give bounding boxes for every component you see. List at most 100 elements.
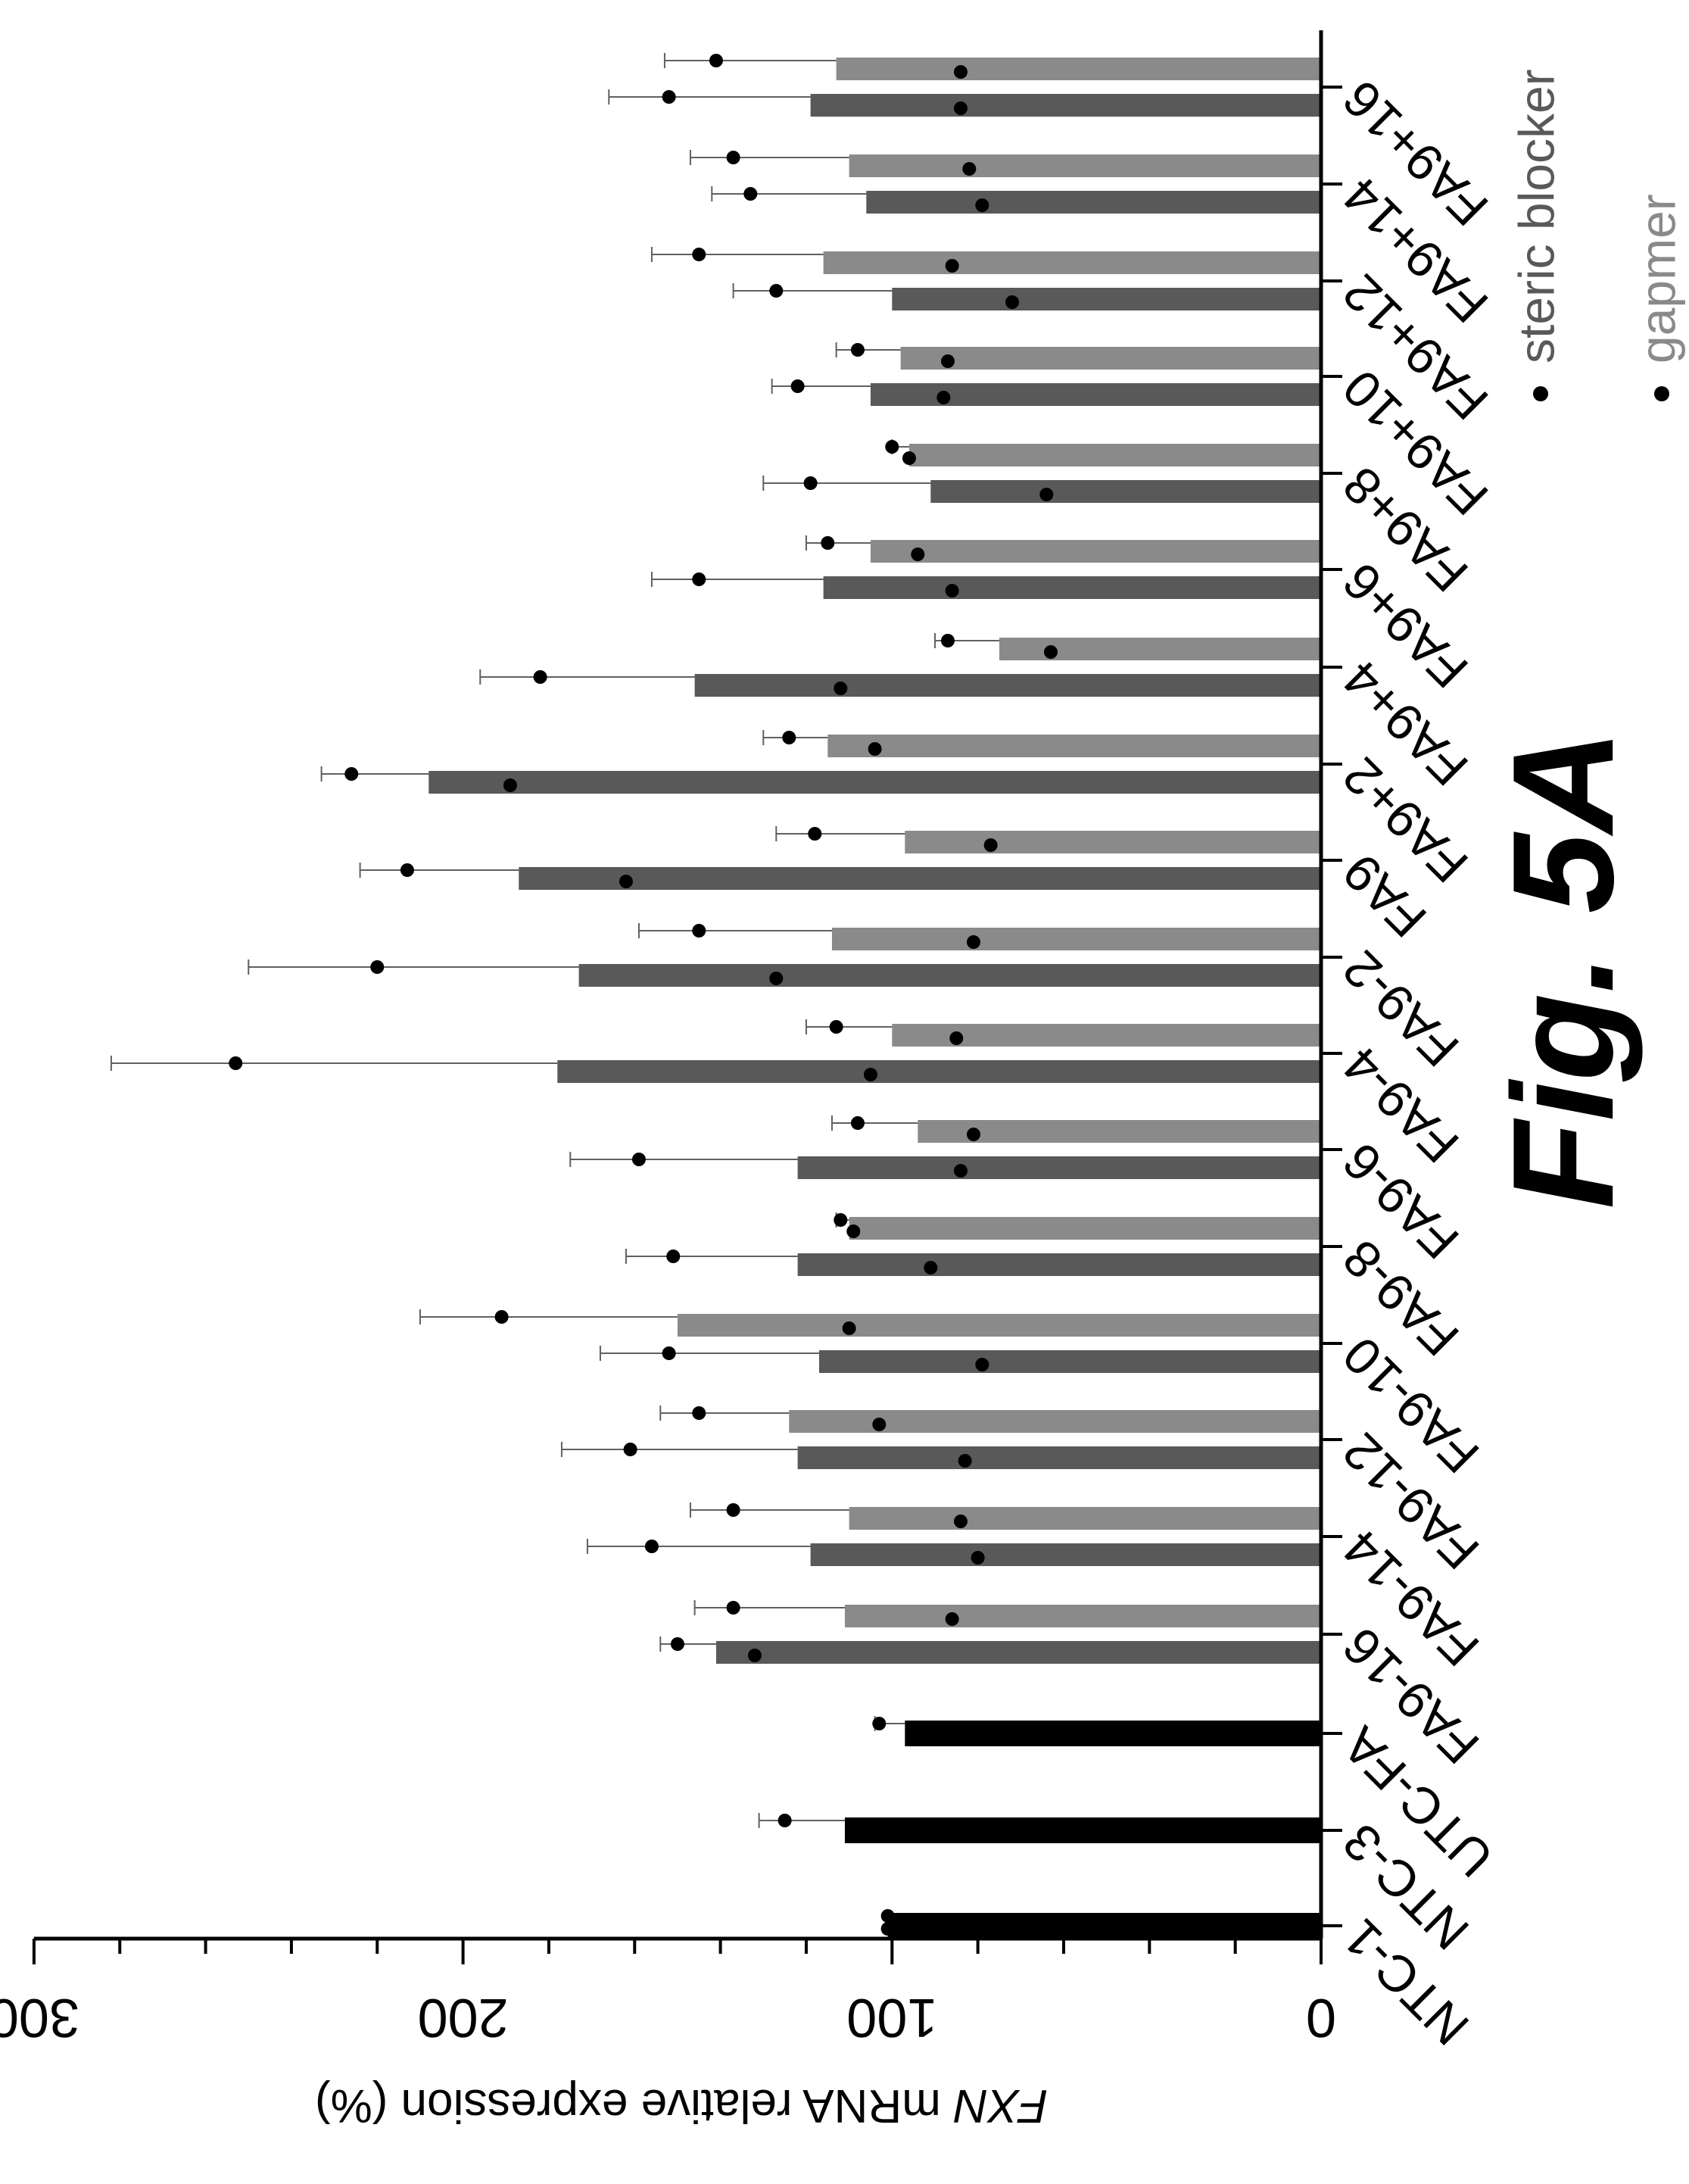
steric-blocker-data-point — [769, 972, 784, 985]
steric-blocker-bar — [810, 1543, 1321, 1566]
chart-marks — [110, 53, 1322, 1939]
gapmer-data-point — [953, 65, 968, 79]
gapmer-data-point — [782, 731, 796, 744]
legend-marker-steric_blocker — [1533, 386, 1548, 401]
gapmer-bar — [823, 251, 1321, 274]
value-tick-label: 200 — [418, 1987, 509, 2048]
gapmer-data-point — [692, 248, 706, 261]
gapmer-bar — [849, 1507, 1321, 1530]
steric-blocker-bar — [694, 674, 1321, 697]
steric-blocker-bar — [930, 480, 1321, 503]
steric-blocker-bar — [797, 1156, 1321, 1179]
gapmer-bar — [908, 444, 1321, 466]
gapmer-data-point — [962, 162, 977, 176]
steric-blocker-data-point — [1039, 488, 1054, 501]
gapmer-data-point — [808, 827, 822, 841]
gapmer-bar — [789, 1410, 1321, 1433]
control-ntc-3-data-point — [778, 1814, 792, 1827]
gapmer-data-point — [945, 1612, 959, 1626]
gapmer-data-point — [953, 1515, 968, 1528]
control-ntc-1-bar — [887, 1913, 1321, 1939]
gapmer-bar — [827, 735, 1321, 757]
steric-blocker-data-point — [945, 584, 959, 597]
gapmer-bar — [849, 154, 1321, 177]
steric-blocker-data-point — [533, 670, 547, 684]
steric-blocker-data-point — [670, 1637, 684, 1651]
legend-marker-gapmer — [1654, 386, 1669, 401]
steric-blocker-data-point — [924, 1261, 938, 1275]
gapmer-bar — [900, 347, 1321, 370]
steric-blocker-data-point — [747, 1649, 762, 1662]
gapmer-data-point — [949, 1031, 964, 1045]
control-ntc-1-data-point — [880, 1909, 895, 1923]
control-utc-fa-data-point — [872, 1717, 887, 1730]
steric-blocker-bar — [797, 1253, 1321, 1276]
x-axis-title: FXN mRNA relative expression (%) — [315, 2079, 1048, 2132]
steric-blocker-data-point — [662, 90, 676, 104]
steric-blocker-data-point — [790, 379, 805, 393]
steric-blocker-data-point — [953, 101, 968, 115]
gapmer-data-point — [872, 1418, 887, 1431]
steric-blocker-data-point — [229, 1056, 243, 1070]
value-tick-label: 300 — [0, 1987, 79, 2048]
gapmer-data-point — [846, 1225, 861, 1238]
steric-blocker-data-point — [619, 875, 633, 888]
gapmer-data-point — [842, 1321, 856, 1335]
steric-blocker-data-point — [503, 778, 517, 792]
gapmer-bar — [836, 58, 1321, 80]
steric-blocker-bar — [428, 771, 1322, 794]
steric-blocker-data-point — [644, 1540, 659, 1553]
steric-blocker-data-point — [863, 1068, 877, 1081]
steric-blocker-data-point — [975, 198, 989, 212]
steric-blocker-bar — [818, 1350, 1321, 1373]
steric-blocker-bar — [823, 576, 1321, 599]
gapmer-data-point — [829, 1020, 843, 1034]
steric-blocker-data-point — [623, 1443, 637, 1456]
steric-blocker-data-point — [666, 1250, 681, 1263]
gapmer-data-point — [709, 54, 723, 67]
steric-blocker-data-point — [953, 1164, 968, 1178]
gapmer-data-point — [945, 259, 959, 273]
gapmer-bar — [905, 831, 1321, 853]
gapmer-data-point — [940, 354, 955, 368]
steric-blocker-data-point — [370, 960, 385, 974]
steric-blocker-data-point — [692, 573, 706, 586]
steric-blocker-bar — [797, 1446, 1321, 1469]
gapmer-data-point — [692, 924, 706, 938]
steric-blocker-bar — [892, 288, 1321, 310]
gapmer-data-point — [850, 343, 865, 357]
steric-blocker-data-point — [803, 476, 818, 490]
gapmer-bar — [844, 1605, 1321, 1627]
gapmer-data-point — [850, 1116, 865, 1130]
gapmer-data-point — [494, 1310, 509, 1324]
steric-blocker-data-point — [662, 1346, 676, 1360]
steric-blocker-data-point — [1005, 295, 1019, 309]
gapmer-data-point — [821, 536, 835, 550]
legend-label-steric_blocker: steric blocker — [1508, 69, 1564, 363]
steric-blocker-data-point — [975, 1358, 989, 1371]
gapmer-data-point — [966, 935, 980, 949]
steric-blocker-bar — [715, 1641, 1321, 1664]
steric-blocker-data-point — [936, 391, 951, 404]
steric-blocker-bar — [866, 191, 1321, 214]
gapmer-data-point — [902, 451, 916, 465]
gapmer-bar — [831, 928, 1321, 950]
steric-blocker-bar — [557, 1060, 1321, 1083]
steric-blocker-data-point — [958, 1454, 972, 1468]
gapmer-bar — [918, 1120, 1321, 1143]
value-tick-label: 100 — [846, 1987, 937, 2048]
gapmer-data-point — [726, 151, 740, 164]
steric-blocker-data-point — [743, 187, 758, 201]
legend-label-gapmer: gapmer — [1629, 194, 1685, 363]
gapmer-data-point — [966, 1128, 980, 1141]
gapmer-data-point — [834, 1213, 848, 1227]
steric-blocker-bar — [810, 94, 1321, 117]
steric-blocker-data-point — [834, 682, 848, 695]
control-ntc-1-data-point — [880, 1922, 895, 1936]
steric-blocker-bar — [578, 964, 1321, 987]
gapmer-data-point — [868, 742, 882, 756]
gapmer-bar — [870, 540, 1321, 563]
gapmer-data-point — [1043, 645, 1058, 659]
steric-blocker-data-point — [631, 1153, 646, 1166]
gapmer-data-point — [726, 1503, 740, 1517]
